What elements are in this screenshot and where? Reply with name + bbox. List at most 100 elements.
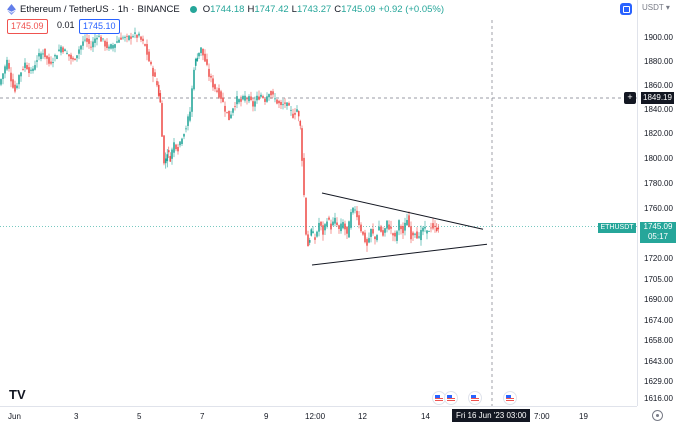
candle-body xyxy=(316,231,318,237)
buy-price-button[interactable]: 1745.10 xyxy=(79,19,120,34)
candle-body xyxy=(164,158,167,164)
candle-body xyxy=(368,238,370,243)
candle-body xyxy=(60,46,62,53)
candle-body xyxy=(16,85,18,89)
currency-selector[interactable]: USDT ▾ xyxy=(642,3,670,12)
candle-body xyxy=(394,232,396,237)
candle-body xyxy=(301,128,303,161)
crosshair-price-label: 1849.19 xyxy=(641,92,674,104)
candle-body xyxy=(138,33,140,36)
candle-body xyxy=(234,106,236,108)
candle-body xyxy=(22,69,24,70)
candle-body xyxy=(96,37,98,40)
chart-area[interactable] xyxy=(0,0,637,406)
candle-body xyxy=(169,156,172,162)
us-flag-event-icon[interactable] xyxy=(468,391,482,405)
candle-body xyxy=(428,231,430,232)
candle-body xyxy=(236,96,238,105)
candle-body xyxy=(354,209,356,211)
candle-body xyxy=(100,36,102,42)
triangle-upper-trendline xyxy=(321,192,484,230)
candle-body xyxy=(230,114,232,119)
price-tick-label: 1800.00 xyxy=(644,154,673,163)
candle-body xyxy=(108,46,110,49)
candle-body xyxy=(260,94,262,97)
candle-body xyxy=(338,225,340,229)
candle-body xyxy=(159,93,162,103)
last-price-label: 1745.09 05:17 xyxy=(640,222,676,243)
gear-icon[interactable] xyxy=(652,410,663,421)
candle-body xyxy=(244,95,246,101)
candle-body xyxy=(212,78,214,88)
candle-body xyxy=(360,224,362,232)
candle-body xyxy=(175,144,177,150)
us-flag-event-icon[interactable] xyxy=(503,391,517,405)
candle-body xyxy=(437,227,440,230)
candle-body xyxy=(396,231,398,241)
candle-body xyxy=(390,226,392,229)
candle-body xyxy=(110,44,112,49)
candle-body xyxy=(350,212,352,228)
time-tick-label: 7 xyxy=(200,412,205,421)
time-tick-label: 12:00 xyxy=(305,412,326,421)
candle-body xyxy=(98,35,100,37)
candle-body xyxy=(388,224,390,230)
candle-body xyxy=(189,111,191,121)
high-value: 1747.42 xyxy=(254,3,289,15)
candle-body xyxy=(307,234,309,247)
candle-body xyxy=(348,221,350,238)
candle-body xyxy=(173,142,175,153)
candle-body xyxy=(198,52,200,57)
candle-body xyxy=(392,233,394,236)
price-tick-label: 1643.00 xyxy=(644,357,673,366)
symbol-price-tag: ETHUSDT xyxy=(598,223,636,233)
candle-body xyxy=(238,99,240,103)
plus-icon[interactable]: + xyxy=(624,92,636,104)
candle-body xyxy=(214,84,216,90)
candle-body xyxy=(340,223,342,232)
candle-body xyxy=(196,57,199,62)
price-tick-label: 1880.00 xyxy=(644,57,673,66)
interval[interactable]: 1h xyxy=(117,3,129,15)
candle-body xyxy=(376,235,378,241)
candle-body xyxy=(120,37,122,40)
candle-body xyxy=(292,113,294,118)
sell-price-button[interactable]: 1745.09 xyxy=(7,19,48,34)
candle-body xyxy=(276,99,278,104)
candle-body xyxy=(136,34,138,38)
candle-body xyxy=(92,41,94,48)
price-chart[interactable] xyxy=(0,0,637,406)
time-tick-label: 5 xyxy=(137,412,142,421)
candle-body xyxy=(112,45,114,49)
candle-body xyxy=(256,95,258,101)
price-tick-label: 1629.00 xyxy=(644,377,673,386)
candle-body xyxy=(356,210,358,218)
us-flag-event-icon[interactable] xyxy=(444,391,458,405)
candle-body xyxy=(386,220,388,229)
candle-body xyxy=(106,41,108,49)
time-tick-label: 9 xyxy=(264,412,269,421)
candle-body xyxy=(266,96,268,102)
candle-body xyxy=(398,220,400,231)
symbol-name[interactable]: Ethereum / TetherUS xyxy=(20,3,109,15)
tradingview-logo[interactable]: TV xyxy=(9,387,26,402)
candle-body xyxy=(240,99,242,102)
candle-body xyxy=(216,90,218,92)
fullscreen-icon[interactable] xyxy=(620,3,632,15)
candle-body xyxy=(210,75,212,78)
candle-body xyxy=(305,197,307,235)
candle-body xyxy=(66,52,68,54)
candle-body xyxy=(268,94,270,98)
candle-body xyxy=(303,157,305,196)
candle-body xyxy=(297,111,300,117)
candle-body xyxy=(220,91,222,99)
open-label: O xyxy=(202,3,211,15)
candle-body xyxy=(328,217,330,220)
candle-body xyxy=(68,54,70,57)
candle-body xyxy=(420,230,422,241)
time-tick-label: 19 xyxy=(579,412,588,421)
price-scale[interactable] xyxy=(637,0,680,406)
candle-body xyxy=(310,229,313,236)
price-tick-label: 1780.00 xyxy=(644,179,673,188)
candle-body xyxy=(252,101,254,107)
